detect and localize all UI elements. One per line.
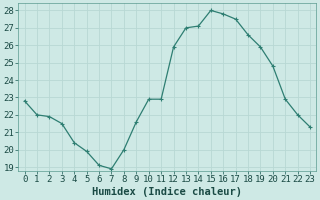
X-axis label: Humidex (Indice chaleur): Humidex (Indice chaleur)	[92, 186, 242, 197]
